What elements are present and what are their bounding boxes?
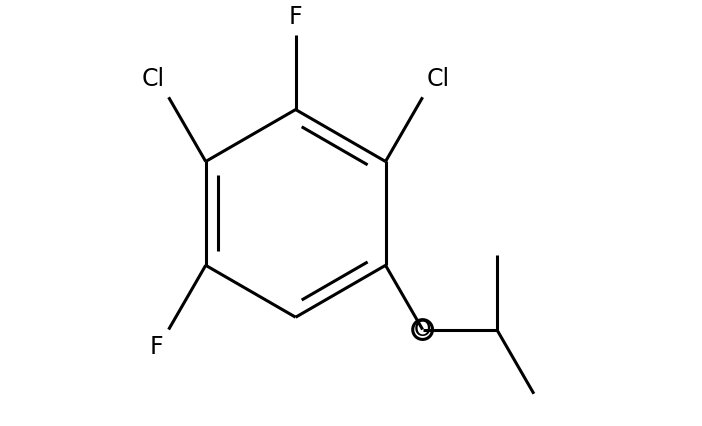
Text: F: F: [150, 335, 164, 360]
Text: Cl: Cl: [142, 67, 165, 91]
Text: Cl: Cl: [427, 67, 450, 91]
Text: F: F: [289, 6, 303, 29]
Text: O: O: [414, 320, 431, 340]
